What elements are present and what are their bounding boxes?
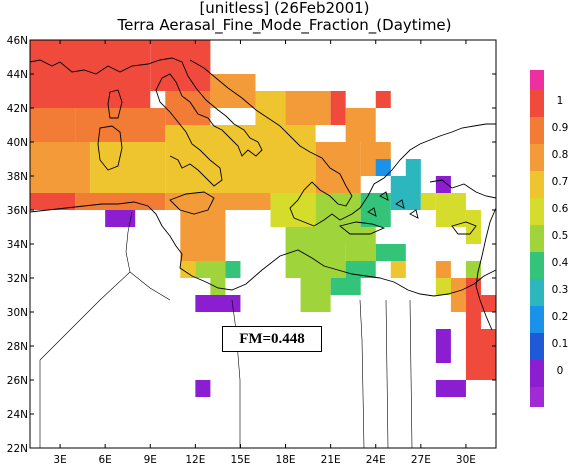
colorbar-label: 0.5 xyxy=(552,230,569,242)
lon-tick-label: 9E xyxy=(144,454,157,466)
lon-tick-label: 27E xyxy=(411,454,431,466)
colorbar-segment xyxy=(530,117,544,144)
lat-tick-label: 44N xyxy=(7,69,28,81)
lat-tick-label: 40N xyxy=(7,137,28,149)
lat-tick-label: 22N xyxy=(7,443,28,455)
colorbar-segment xyxy=(530,70,544,90)
lat-tick-label: 46N xyxy=(7,35,28,47)
lon-tick-label: 30E xyxy=(456,454,476,466)
colorbar-segment xyxy=(530,198,544,225)
map-axes: 46N 44N 42N 40N 38N 36N 34N 32N 30N 28N 26N 24N 22N 3… xyxy=(7,35,497,466)
coastlines xyxy=(29,57,497,449)
lat-tick-label: 24N xyxy=(7,409,28,421)
colorbar-segment xyxy=(530,252,544,279)
colorbar-segment xyxy=(530,360,544,387)
map-title-variable: Terra Aerasal_Fine_Mode_Fraction_(Daytim… xyxy=(117,16,452,34)
fine-mode-value-label: FM=0.448 xyxy=(222,326,322,352)
colorbar-segment xyxy=(530,225,544,252)
colorbar-label: 0 xyxy=(557,365,564,377)
colorbar-segment xyxy=(530,279,544,306)
lon-tick-label: 3E xyxy=(53,454,66,466)
colorbar-segment xyxy=(530,387,544,407)
colorbar-label: 0.6 xyxy=(552,203,569,215)
colorbar-segment xyxy=(530,171,544,198)
colorbar-label: 0.8 xyxy=(552,149,569,161)
colorbar-segment xyxy=(530,306,544,333)
lon-tick-label: 24E xyxy=(366,454,386,466)
colorbar-label: 0.1 xyxy=(552,338,569,350)
lat-tick-label: 26N xyxy=(7,375,28,387)
lon-tick-label: 6E xyxy=(98,454,111,466)
lat-tick-label: 34N xyxy=(7,239,28,251)
colorbar-label: 0.4 xyxy=(552,257,569,269)
lat-tick-label: 42N xyxy=(7,103,28,115)
lat-tick-label: 28N xyxy=(7,341,28,353)
colorbar-label: 0.3 xyxy=(552,284,569,296)
colorbar: 1 0.9 0.8 0.7 0.6 0.5 0.4 0.3 0.2 0.1 0 xyxy=(530,70,569,407)
lon-tick-label: 15E xyxy=(230,454,250,466)
lon-tick-label: 18E xyxy=(276,454,296,466)
lat-tick-label: 38N xyxy=(7,171,28,183)
lat-tick-label: 30N xyxy=(7,307,28,319)
colorbar-label: 1 xyxy=(557,95,564,107)
lon-tick-label: 12E xyxy=(185,454,205,466)
colorbar-segment xyxy=(530,333,544,360)
lat-tick-label: 32N xyxy=(7,273,28,285)
map-title-units-date: [unitless] (26Feb2001) xyxy=(199,0,370,17)
lon-tick-label: 21E xyxy=(321,454,341,466)
colorbar-label: 0.2 xyxy=(552,311,569,323)
colorbar-label: 0.9 xyxy=(552,122,569,134)
colorbar-label: 0.7 xyxy=(552,176,569,188)
lat-tick-label: 36N xyxy=(7,205,28,217)
data-cells xyxy=(30,40,496,397)
colorbar-segment xyxy=(530,90,544,117)
colorbar-segment xyxy=(530,144,544,171)
